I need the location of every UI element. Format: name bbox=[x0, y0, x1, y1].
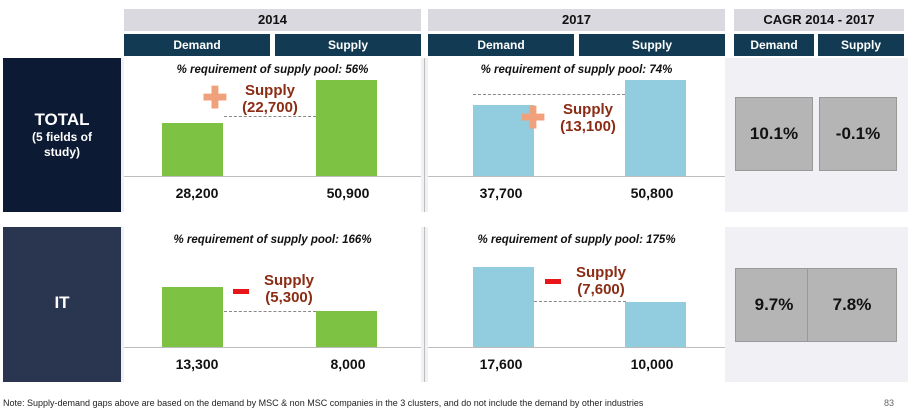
minus-icon bbox=[233, 289, 249, 294]
total-2017-baseline bbox=[428, 176, 725, 177]
it-gap-2014-title: Supply bbox=[263, 272, 314, 289]
bar-total-demand-2017 bbox=[473, 105, 534, 176]
it-cagr-supply: 7.8% bbox=[807, 268, 897, 342]
bar-it-demand-2014 bbox=[162, 287, 223, 347]
header-cagr-supply: Supply bbox=[818, 34, 904, 56]
it-supply-2014-value: 8,000 bbox=[330, 356, 366, 372]
header-cagr: CAGR 2014 - 2017 bbox=[734, 9, 904, 31]
bar-total-supply-2014 bbox=[316, 80, 377, 176]
it-cagr-demand: 9.7% bbox=[735, 268, 813, 342]
it-row-label: IT bbox=[3, 227, 121, 382]
it-pct-2014: % requirement of supply pool: 166% bbox=[173, 234, 372, 246]
total-row-label: TOTAL (5 fields of study) bbox=[3, 58, 121, 212]
header-2017-supply: Supply bbox=[579, 34, 725, 56]
it-supply-2017-value: 10,000 bbox=[630, 356, 674, 372]
total-pct-2017: % requirement of supply pool: 74% bbox=[480, 64, 673, 76]
bar-it-supply-2017 bbox=[625, 302, 686, 347]
it-gap-2014: Supply (5,300) bbox=[252, 272, 326, 306]
total-cagr-supply: -0.1% bbox=[819, 97, 897, 171]
total-label-sub: (5 fields of study) bbox=[31, 130, 92, 159]
total-supply-2017-value: 50,800 bbox=[630, 185, 674, 201]
total-gap-2017: Supply (13,100) bbox=[548, 101, 628, 135]
total-demand-2017-value: 37,700 bbox=[479, 185, 523, 201]
it-gap-2017: Supply (7,600) bbox=[564, 264, 638, 298]
total-demand-2014-value: 28,200 bbox=[175, 185, 219, 201]
total-label-main: TOTAL bbox=[34, 110, 90, 129]
it-2014-gap-line bbox=[224, 311, 316, 312]
total-gap-2014: Supply (22,700) bbox=[230, 82, 310, 116]
total-2014-gap-line bbox=[224, 116, 316, 117]
page-number: 83 bbox=[884, 398, 895, 408]
it-2017-baseline bbox=[428, 347, 725, 348]
total-separator bbox=[424, 58, 425, 212]
plus-icon: ✚ bbox=[202, 82, 228, 115]
header-2014-demand: Demand bbox=[124, 34, 270, 56]
header-2014-supply: Supply bbox=[275, 34, 421, 56]
it-2014-baseline bbox=[124, 347, 421, 348]
minus-icon bbox=[545, 279, 561, 284]
header-2014: 2014 bbox=[124, 9, 421, 31]
plus-icon: ✚ bbox=[520, 102, 546, 135]
it-2017-gap-line bbox=[534, 301, 626, 302]
it-demand-2017-value: 17,600 bbox=[479, 356, 523, 372]
total-gap-2017-title: Supply bbox=[562, 101, 613, 118]
header-2017: 2017 bbox=[428, 9, 725, 31]
bar-total-supply-2017 bbox=[625, 80, 686, 176]
it-pct-2017: % requirement of supply pool: 175% bbox=[477, 234, 676, 246]
it-separator bbox=[424, 227, 425, 382]
it-gap-2017-title: Supply bbox=[575, 264, 626, 281]
header-cagr-demand: Demand bbox=[734, 34, 814, 56]
total-supply-2014-value: 50,900 bbox=[326, 185, 370, 201]
total-2014-baseline bbox=[124, 176, 421, 177]
total-pct-2014: % requirement of supply pool: 56% bbox=[176, 64, 369, 76]
bar-it-supply-2014 bbox=[316, 311, 377, 347]
it-gap-2014-value: (5,300) bbox=[265, 289, 313, 306]
it-demand-2014-value: 13,300 bbox=[175, 356, 219, 372]
total-gap-2014-value: (22,700) bbox=[242, 99, 298, 116]
bar-total-demand-2014 bbox=[162, 123, 223, 176]
bar-it-demand-2017 bbox=[473, 267, 534, 347]
total-cagr-demand: 10.1% bbox=[735, 97, 813, 171]
footnote: Note: Supply-demand gaps above are based… bbox=[3, 398, 644, 408]
header-2017-demand: Demand bbox=[428, 34, 574, 56]
total-gap-2014-title: Supply bbox=[244, 82, 295, 99]
total-2017-gap-line bbox=[473, 94, 625, 95]
it-gap-2017-value: (7,600) bbox=[577, 281, 625, 298]
total-gap-2017-value: (13,100) bbox=[560, 118, 616, 135]
